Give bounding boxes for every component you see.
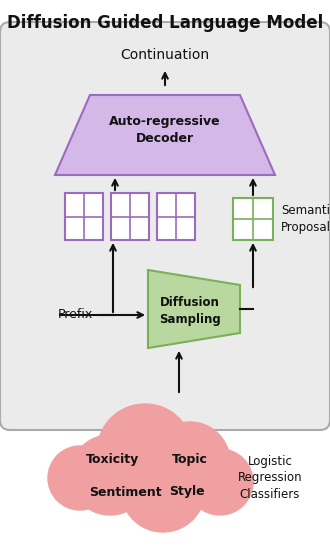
Text: Semantic
Proposal: Semantic Proposal (281, 204, 330, 234)
Text: Continuation: Continuation (120, 48, 210, 62)
Circle shape (97, 404, 193, 500)
Circle shape (121, 448, 205, 532)
Bar (233, 198, 273, 240)
Circle shape (70, 435, 150, 515)
Circle shape (150, 422, 230, 502)
Text: Diffusion
Sampling: Diffusion Sampling (159, 296, 221, 326)
Text: Prefix: Prefix (57, 309, 93, 321)
Polygon shape (55, 95, 275, 175)
Text: Auto-regressive
Decoder: Auto-regressive Decoder (109, 115, 221, 146)
Bar (65, 193, 103, 240)
Text: Logistic
Regression
Classifiers: Logistic Regression Classifiers (238, 454, 302, 502)
Text: Diffusion Guided Language Model: Diffusion Guided Language Model (7, 14, 323, 32)
Text: Topic: Topic (172, 454, 208, 466)
Text: Sentiment: Sentiment (89, 485, 161, 499)
Circle shape (187, 449, 253, 515)
Bar (157, 193, 195, 240)
FancyBboxPatch shape (0, 22, 330, 430)
Circle shape (48, 446, 112, 510)
Polygon shape (148, 270, 240, 348)
Bar (111, 193, 149, 240)
Text: Style: Style (169, 485, 205, 499)
Text: Toxicity: Toxicity (86, 454, 140, 466)
